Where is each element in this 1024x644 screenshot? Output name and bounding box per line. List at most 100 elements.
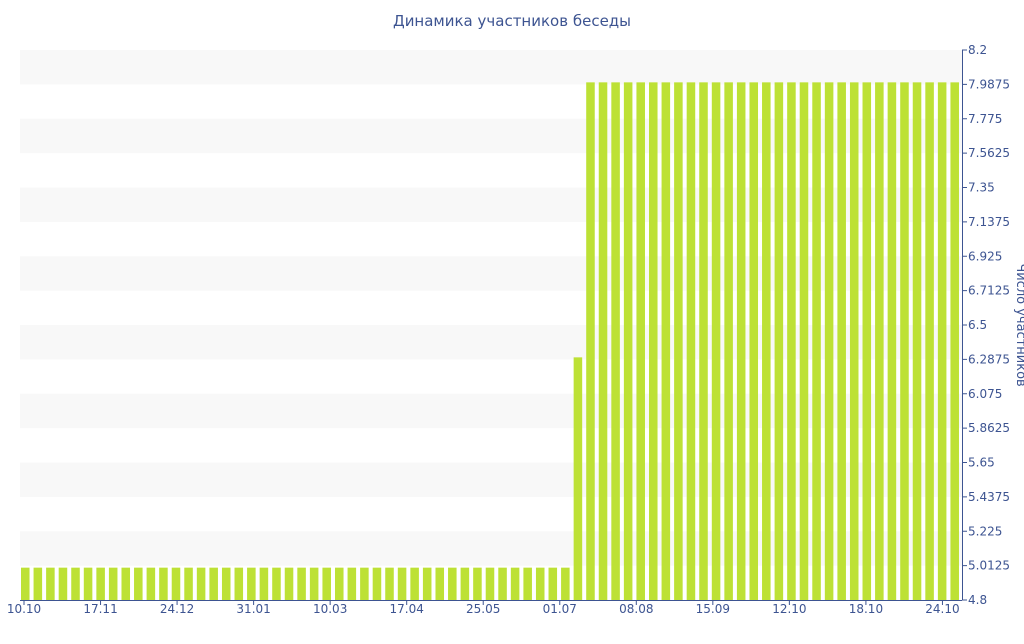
bar [159,567,168,600]
bar [837,82,846,601]
bar [623,82,633,601]
bar [649,82,658,601]
bar [875,82,884,601]
bar [297,567,306,600]
bar [221,567,231,600]
bar [824,82,834,601]
x-tick-label: 25.05 [466,602,500,616]
y-tick-label: 6.075 [968,387,1002,401]
bar [774,82,784,601]
bar [360,567,369,600]
y-tick-label: 8.2 [968,43,987,57]
x-tick-label: 18.10 [849,602,883,616]
bar [523,567,532,600]
y-tick-label: 6.7125 [968,284,1010,298]
bar [699,82,708,601]
bar [284,567,294,600]
bar [925,82,934,601]
bar [586,82,595,601]
bar [171,567,181,600]
bar [498,567,507,600]
x-tick-label: 01.07 [543,602,577,616]
bar [335,567,344,600]
bar [46,567,55,600]
bar [372,567,382,600]
bar [535,567,545,600]
y-tick-label: 5.225 [968,524,1002,538]
bar [950,82,959,601]
bar [385,567,394,600]
bar [787,82,796,601]
bar [121,567,131,600]
bar [686,82,696,601]
x-tick-label: 24.10 [925,602,959,616]
y-ticks-group: 8.2 7.9875 7.775 7.5625 7.35 7.1375 6.925 6.712… [962,43,1010,607]
y-tick-label: 7.9875 [968,77,1010,91]
bar [410,567,419,600]
x-tick-label: 17.11 [83,602,117,616]
y-tick-label: 7.1375 [968,215,1010,229]
y-tick-label: 6.925 [968,249,1002,263]
y-tick-label: 5.4375 [968,490,1010,504]
bar [21,567,30,600]
bar [146,567,156,600]
bar [724,82,733,601]
bar [134,567,143,600]
bar [611,82,620,601]
bar [573,357,583,600]
bar [448,567,457,600]
bar [799,82,809,601]
x-tick-label: 31.01 [236,602,270,616]
bar [912,82,922,601]
bar [272,567,281,600]
bar [749,82,759,601]
bar [510,567,520,600]
y-tick-label: 6.2875 [968,352,1010,366]
bar [259,567,269,600]
bar [674,82,683,601]
y-tick-label: 5.8625 [968,421,1010,435]
bar [247,567,256,600]
y-tick-label: 5.0125 [968,559,1010,573]
x-tick-label: 15.09 [696,602,730,616]
y-tick-label: 7.5625 [968,146,1010,160]
x-tick-label: 08.08 [619,602,653,616]
grid-band [20,50,962,85]
bar [33,567,43,600]
bar [184,567,193,600]
bar [422,567,432,600]
bar [661,82,671,601]
bar [347,567,357,600]
bar [548,567,558,600]
bar [636,82,645,601]
bar [435,567,445,600]
chart-title: Динамика участников беседы [392,12,632,30]
bar [83,567,93,600]
y-axis-label: Число участников [1013,263,1024,386]
bar [209,567,218,600]
bar [900,82,909,601]
y-tick-label: 4.8 [968,593,987,607]
bar [862,82,872,601]
y-tick-label: 7.35 [968,181,995,195]
bar [58,567,68,600]
x-tick-label: 10.03 [313,602,347,616]
y-tick-label: 6.5 [968,318,987,332]
bars-group [21,82,959,601]
x-ticks-group: 10.10 17.11 24.12 31.01 10.03 17.04 25.05 01.07… [7,600,960,616]
bar [196,567,206,600]
bar [711,82,721,601]
bar [849,82,859,601]
bar [736,82,746,601]
y-tick-label: 7.775 [968,112,1002,126]
x-tick-label: 17.04 [390,602,424,616]
bar [322,567,331,600]
y-tick-label: 5.65 [968,456,995,470]
bar [397,567,407,600]
bar [473,567,482,600]
bar [561,567,570,600]
x-tick-label: 24.12 [160,602,194,616]
bar [309,567,319,600]
